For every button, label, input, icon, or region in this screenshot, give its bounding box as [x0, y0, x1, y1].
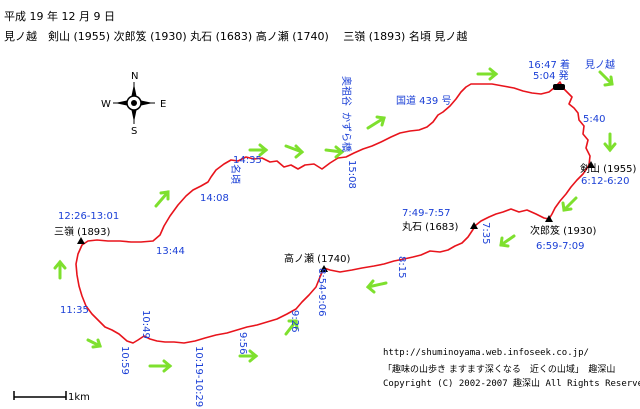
label-nagoro: 名頃 — [229, 164, 242, 184]
label-route439: 国道 439 号 — [396, 94, 451, 107]
arrow-icon — [476, 67, 499, 81]
label-miune: 三嶺 (1893) — [54, 226, 111, 238]
time-926: 9:26 — [289, 310, 300, 332]
arrow-icon — [53, 259, 67, 280]
time-1508: 15:08 — [346, 160, 357, 189]
arrow-icon — [499, 234, 516, 248]
label-minokoshi: 見ノ越 — [585, 58, 615, 71]
maruishi-peak-icon — [470, 222, 478, 229]
arrow-icon — [284, 144, 305, 159]
arrow-icon — [366, 115, 386, 130]
compass-e: E — [160, 99, 166, 110]
arrow-icon — [598, 70, 614, 87]
arrow-icon — [248, 143, 269, 157]
compass-icon: N S W E — [101, 71, 166, 137]
direction-arrows — [53, 67, 617, 373]
time-956: 9:56 — [237, 332, 248, 354]
jiroge-peak-icon — [545, 215, 553, 222]
time-1344: 13:44 — [156, 246, 185, 257]
date-header: 平成 19 年 12 月 9 日 — [4, 10, 115, 23]
car-icon — [553, 84, 565, 90]
label-maruishi: 丸石 (1683) — [402, 220, 459, 233]
hiking-route — [75, 81, 591, 344]
time-1019: 10:19-10:29 — [193, 346, 204, 407]
miune-peak-icon — [77, 237, 85, 244]
time-arrive: 16:47 着 — [528, 58, 570, 71]
label-takanose: 高ノ瀬 (1740) — [284, 252, 351, 265]
time-1408: 14:08 — [200, 193, 229, 204]
credit-url: http://shuminoyama.web.infoseek.co.jp/ — [383, 348, 589, 358]
time-miune: 12:26-13:01 — [58, 211, 119, 222]
time-540: 5:40 — [583, 114, 605, 125]
label-kazurabashi: かずら橋 — [340, 112, 353, 152]
time-maruishi: 7:49-7:57 — [402, 208, 451, 219]
arrow-icon — [365, 279, 388, 294]
tsurugi-peak-icon — [587, 161, 595, 168]
scale-bar: 1km — [13, 391, 90, 403]
time-tsurugi: 6:12-6:20 — [581, 176, 630, 187]
takanose-peak-icon — [320, 265, 328, 272]
arrow-icon — [154, 190, 170, 208]
time-jiroge: 6:59-7:09 — [536, 241, 585, 252]
time-1135: 11:35 — [60, 305, 89, 316]
credit-title: 「趣味の山歩き ますます深くなる 近くの山域」 趣深山 — [383, 365, 616, 375]
label-tsurugi: 剣山 (1955) — [580, 163, 637, 175]
compass-s: S — [131, 126, 137, 137]
credit-copyright: Copyright (C) 2002-2007 趣深山 All Rights R… — [383, 379, 640, 389]
arrow-icon — [603, 132, 617, 153]
label-okuiya: 奥祖谷 — [340, 76, 353, 106]
time-takanose: 8:54-9:06 — [316, 268, 327, 317]
arrow-icon — [86, 338, 102, 349]
time-1435: 14:35 — [233, 155, 262, 166]
arrow-icon — [561, 196, 578, 212]
time-1059: 10:59 — [119, 346, 130, 375]
label-jiroge: 次郎笈 (1930) — [530, 224, 597, 237]
arrow-icon — [238, 349, 259, 363]
scale-label: 1km — [68, 392, 90, 403]
compass-n: N — [131, 71, 138, 82]
time-depart: 5:04 発 — [533, 69, 569, 82]
compass-w: W — [101, 99, 111, 110]
time-735: 7:35 — [480, 222, 491, 244]
arrow-icon — [324, 145, 345, 159]
route-summary: 見ノ越 剣山 (1955) 次郎笈 (1930) 丸石 (1683) 高ノ瀬 (… — [4, 30, 468, 43]
time-1049: 10:49 — [140, 310, 151, 339]
time-815: 8:15 — [396, 256, 407, 278]
arrow-icon — [148, 359, 173, 373]
arrow-icon — [284, 319, 299, 336]
